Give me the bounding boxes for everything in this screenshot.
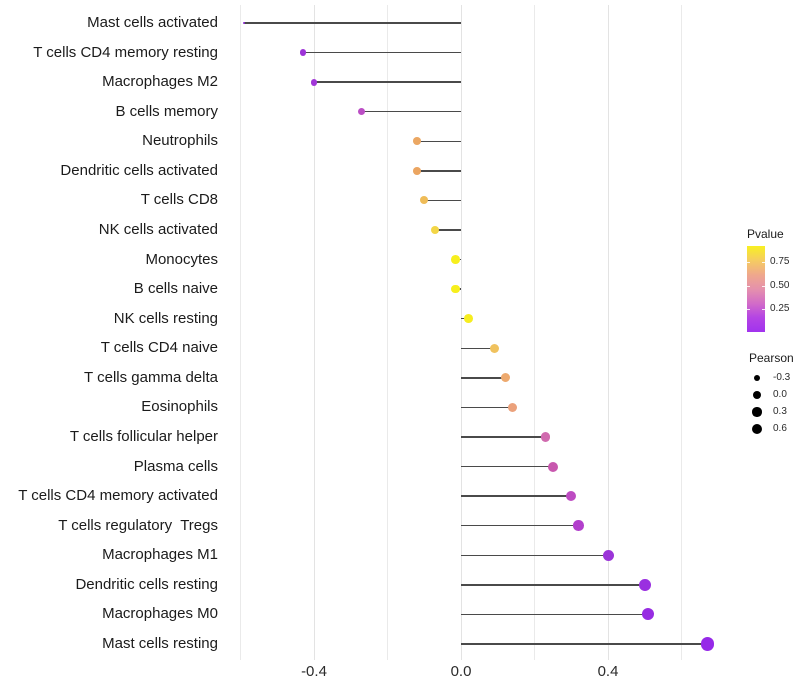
y-axis-label: Macrophages M0 [102,605,218,623]
lollipop-dot [540,432,551,442]
pvalue-tick-mark [762,261,765,263]
y-axis-label: T cells CD4 memory activated [18,487,218,505]
major-gridline [607,5,609,660]
lollipop-stem [424,199,461,202]
y-axis-label: T cells gamma delta [84,368,218,386]
y-axis-label: T cells CD4 naive [100,339,218,357]
pvalue-tick-mark [747,308,750,310]
lollipop-stem [416,170,461,172]
lollipop-stem [435,229,461,231]
y-axis-label: Dendritic cells resting [75,575,218,593]
y-axis-label: Macrophages M2 [102,73,218,91]
lollipop-stem [244,22,461,24]
lollipop-dot [573,520,584,531]
x-axis-tick-label: -0.4 [301,663,327,680]
lollipop-dot [547,461,558,472]
y-axis-label: T cells follicular helper [69,427,218,445]
y-axis-label: NK cells activated [98,220,218,238]
lollipop-stem [461,465,553,468]
pvalue-tick-mark [762,308,765,310]
lollipop-stem [461,613,649,616]
lollipop-dot [500,373,510,383]
lollipop-stem [461,584,645,586]
major-gridline [460,5,462,660]
y-axis-label: Dendritic cells activated [60,161,218,179]
pvalue-tick-label: 0.50 [770,279,790,291]
lollipop-stem [461,347,495,350]
y-axis-label: Mast cells activated [87,14,218,31]
x-axis-tick-label: 0.4 [597,663,619,680]
minor-gridline [240,5,241,660]
lollipop-dot [602,549,614,561]
lollipop-dot [310,78,318,86]
pearson-size-label: -0.3 [773,372,791,383]
lollipop-stem [416,140,461,143]
lollipop-stem [461,524,579,527]
pvalue-tick-mark [747,285,750,287]
lollipop-dot [451,284,460,294]
major-gridline [313,5,315,660]
y-axis-label: Macrophages M1 [102,546,218,564]
lollipop-dot [242,21,246,25]
pvalue-legend-title: Pvalue [747,227,784,241]
lollipop-dot [463,314,473,324]
lollipop-stem [461,495,572,497]
pvalue-colorbar [747,246,765,332]
lollipop-stem [461,554,608,556]
lollipop-stem [314,81,461,83]
lollipop-stem [461,436,546,438]
pearson-size-label: 0.3 [773,406,787,417]
pearson-legend-title: Pearson [749,351,794,365]
pearson-size-dot [753,391,761,399]
y-axis-label: T cells CD4 memory resting [33,43,218,61]
lollipop-dot [642,608,655,621]
x-axis-tick-label: 0.0 [450,663,472,680]
pearson-size-dot [751,423,763,435]
pearson-size-label: 0.0 [773,389,787,400]
lollipop-stem [302,51,461,54]
lollipop-dot [358,108,366,116]
minor-gridline [681,5,682,660]
pvalue-tick-label: 0.75 [770,255,790,267]
y-axis-label: T cells regulatory Tregs [58,516,218,534]
lollipop-stem [461,643,708,645]
y-axis-label: Eosinophils [141,398,218,416]
pearson-size-dot [753,374,761,382]
minor-gridline [534,5,535,660]
y-axis-label: Monocytes [145,250,218,268]
lollipop-dot [299,49,307,56]
lollipop-dot [431,225,440,235]
lollipop-dot [566,490,577,502]
lollipop-dot [489,343,499,353]
y-axis-label: NK cells resting [113,309,218,327]
lollipop-dot [413,166,421,175]
y-axis-label: Plasma cells [133,457,218,475]
lollipop-dot [451,255,460,264]
lollipop-stem [461,406,513,409]
pvalue-tick-mark [762,285,765,287]
y-axis-label: B cells memory [115,102,218,120]
lollipop-dot [638,578,651,591]
lollipop-dot [700,637,714,651]
lollipop-dot [413,137,421,146]
pearson-size-label: 0.6 [773,423,787,434]
y-axis-label: T cells CD8 [140,191,218,209]
lollipop-dot [420,196,429,205]
lollipop-stem [361,110,461,113]
pearson-size-dot [752,407,762,417]
minor-gridline [387,5,388,660]
lollipop-stem [461,377,506,379]
pvalue-tick-mark [747,261,750,263]
y-axis-label: B cells naive [133,280,218,298]
pvalue-tick-label: 0.25 [770,302,790,314]
y-axis-label: Mast cells resting [102,634,218,652]
lollipop-dot [507,402,518,413]
y-axis-label: Neutrophils [142,132,218,150]
